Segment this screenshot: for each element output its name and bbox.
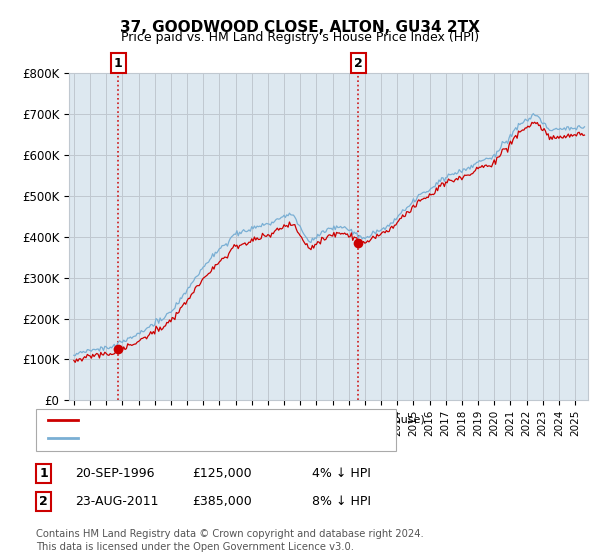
Text: 2: 2 bbox=[354, 57, 362, 69]
Text: 37, GOODWOOD CLOSE, ALTON, GU34 2TX: 37, GOODWOOD CLOSE, ALTON, GU34 2TX bbox=[120, 20, 480, 35]
Text: 37, GOODWOOD CLOSE, ALTON, GU34 2TX (detached house): 37, GOODWOOD CLOSE, ALTON, GU34 2TX (det… bbox=[84, 415, 425, 425]
Text: 2: 2 bbox=[40, 494, 48, 508]
Text: 8% ↓ HPI: 8% ↓ HPI bbox=[312, 494, 371, 508]
Text: £125,000: £125,000 bbox=[192, 466, 251, 480]
Text: 1: 1 bbox=[40, 466, 48, 480]
Text: 4% ↓ HPI: 4% ↓ HPI bbox=[312, 466, 371, 480]
Text: HPI: Average price, detached house, East Hampshire: HPI: Average price, detached house, East… bbox=[84, 433, 378, 444]
Text: Contains HM Land Registry data © Crown copyright and database right 2024.
This d: Contains HM Land Registry data © Crown c… bbox=[36, 529, 424, 552]
Text: 1: 1 bbox=[114, 57, 122, 69]
Text: £385,000: £385,000 bbox=[192, 494, 252, 508]
Text: 23-AUG-2011: 23-AUG-2011 bbox=[75, 494, 158, 508]
Text: Price paid vs. HM Land Registry's House Price Index (HPI): Price paid vs. HM Land Registry's House … bbox=[121, 31, 479, 44]
Text: 20-SEP-1996: 20-SEP-1996 bbox=[75, 466, 155, 480]
